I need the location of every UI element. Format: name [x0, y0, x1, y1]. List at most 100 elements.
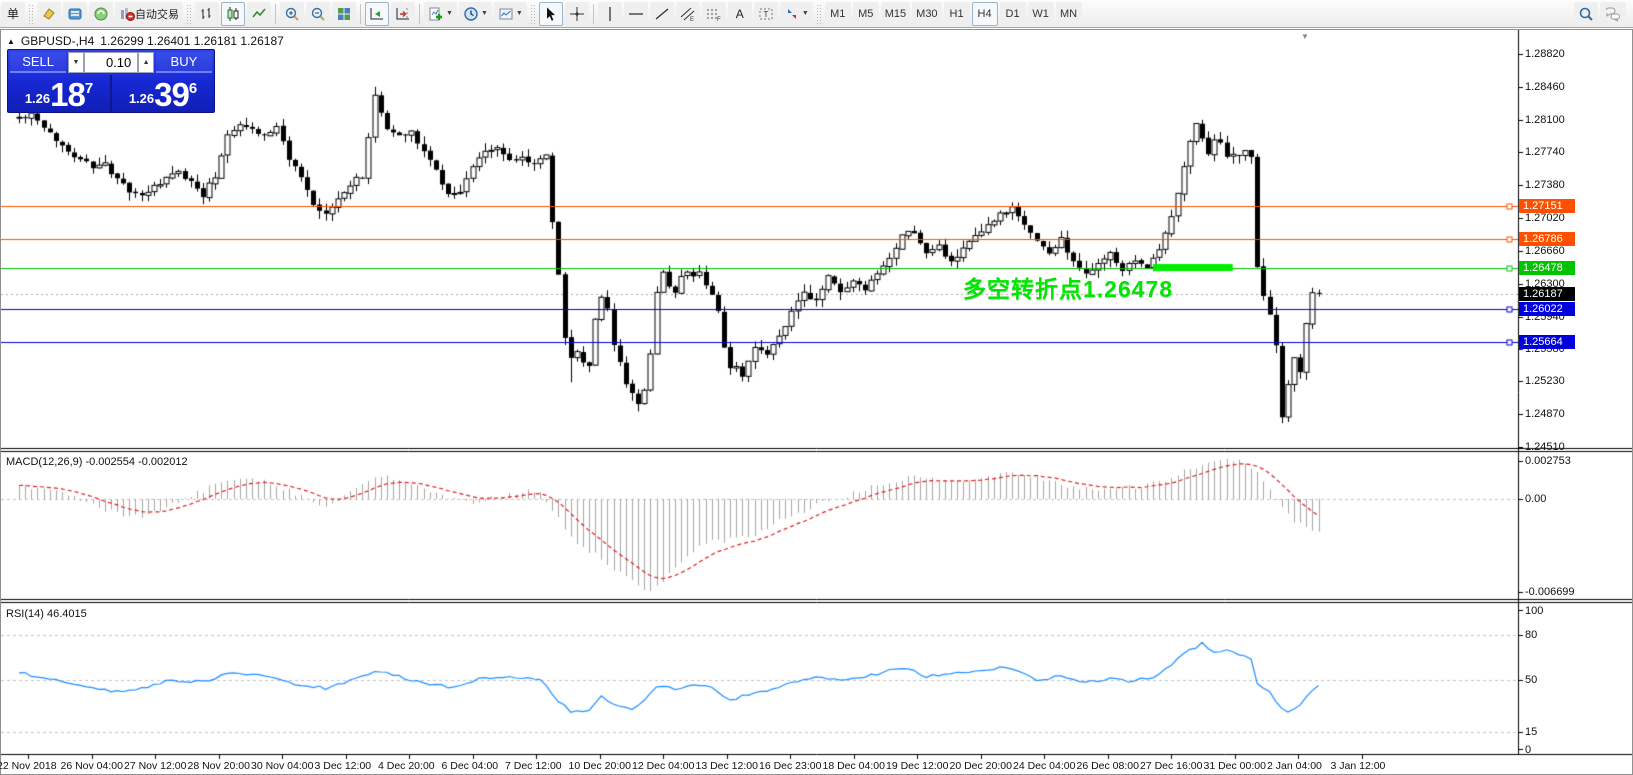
- price-axis-label: 1.24870: [1525, 408, 1565, 421]
- equidistant-channel-tool-button[interactable]: E: [675, 1, 700, 26]
- channel-icon: E: [680, 6, 696, 22]
- sell-price[interactable]: 1.26 18 7: [8, 75, 112, 112]
- price-axis-label: 1.27380: [1525, 179, 1565, 192]
- date-axis-label: 26 Nov 04:00: [60, 760, 123, 772]
- chart-ohlc-values: 1.26299 1.26401 1.26181 1.26187: [100, 34, 284, 48]
- buy-button[interactable]: BUY: [155, 52, 212, 73]
- crosshair-icon: [569, 6, 585, 22]
- date-axis-label: 3 Jan 12:00: [1330, 760, 1386, 772]
- toolbar-grip: [28, 3, 34, 24]
- zoom-out-button[interactable]: [306, 1, 330, 26]
- templates-icon: [498, 6, 514, 22]
- dropdown-arrow-icon: ▼: [801, 10, 809, 17]
- timeframe-button-m15[interactable]: M15: [880, 1, 911, 26]
- price-line-badge: 1.27151: [1519, 199, 1575, 214]
- autotrade-button[interactable]: 自动交易: [115, 1, 183, 26]
- cursor-icon: [543, 6, 559, 22]
- timeframe-button-w1[interactable]: W1: [1027, 1, 1054, 26]
- timeframe-button-h1[interactable]: H1: [943, 1, 970, 26]
- svg-text:T: T: [763, 10, 768, 19]
- price-axis-label: 1.28460: [1525, 80, 1565, 93]
- toolbar-separator: [592, 3, 594, 24]
- scroll-marker-icon[interactable]: ▼: [1301, 32, 1309, 41]
- date-axis-label: 2 Jan 04:00: [1267, 760, 1322, 772]
- crosshair-tool-button[interactable]: [564, 1, 589, 26]
- date-axis-label: 6 Dec 04:00: [441, 760, 499, 772]
- navigator-button[interactable]: [89, 1, 113, 26]
- price-line-badge: 1.26022: [1519, 302, 1575, 317]
- toolbar-grip: [815, 3, 822, 24]
- lot-size-input[interactable]: 0.10: [83, 52, 139, 73]
- bar-chart-button[interactable]: [195, 1, 219, 26]
- toolbar-grip: [529, 3, 536, 24]
- date-axis-label: 27 Nov 12:00: [124, 760, 187, 772]
- dropdown-arrow-icon: ▼: [480, 10, 488, 17]
- dropdown-arrow-icon: ▼: [446, 10, 453, 17]
- line-chart-icon: [251, 6, 267, 22]
- auto-scroll-button[interactable]: [365, 1, 389, 26]
- date-axis-label: 12 Dec 04:00: [632, 760, 695, 772]
- lot-increase-button[interactable]: ▲: [138, 52, 154, 73]
- date-axis-label: 31 Dec 00:00: [1203, 760, 1266, 772]
- date-axis-label: 10 Dec 20:00: [568, 760, 631, 772]
- buy-price[interactable]: 1.26 39 6: [112, 75, 214, 112]
- chat-button[interactable]: [1600, 1, 1626, 26]
- sell-button[interactable]: SELL: [10, 52, 67, 73]
- current-price-badge: 1.26187: [1519, 287, 1575, 302]
- date-axis-label: 30 Nov 04:00: [251, 760, 314, 772]
- timeframe-button-h4[interactable]: H4: [971, 1, 998, 26]
- text-label-tool-button[interactable]: T: [753, 1, 778, 26]
- auto-scroll-icon: [369, 6, 385, 22]
- tile-windows-button[interactable]: [332, 1, 356, 26]
- date-axis-label: 24 Dec 04:00: [1013, 760, 1076, 772]
- chart-canvas[interactable]: [1, 30, 1632, 774]
- timeframe-button-d1[interactable]: D1: [999, 1, 1026, 26]
- timeframe-button-m1[interactable]: M1: [824, 1, 851, 26]
- new-order-button[interactable]: 单: [1, 1, 25, 26]
- data-window-icon: [67, 6, 83, 22]
- rsi-axis-label: 0: [1525, 744, 1532, 756]
- templates-button[interactable]: ▼: [493, 1, 527, 26]
- text-tool-button[interactable]: A: [727, 1, 752, 26]
- timeframe-button-mn[interactable]: MN: [1055, 1, 1082, 26]
- cursor-tool-button[interactable]: [538, 1, 563, 26]
- toolbar-separator: [275, 3, 276, 24]
- rsi-axis-label: 50: [1525, 673, 1538, 686]
- candlestick-chart-button[interactable]: [221, 1, 245, 26]
- date-axis-label: 19 Dec 12:00: [886, 760, 949, 772]
- sell-price-prefix: 1.26: [24, 91, 51, 106]
- vertical-line-tool-button[interactable]: [597, 1, 622, 26]
- trendline-tool-button[interactable]: [649, 1, 674, 26]
- text-label-icon: T: [758, 6, 774, 22]
- price-axis-label: 1.28100: [1525, 113, 1565, 126]
- date-axis-label: 27 Dec 16:00: [1140, 760, 1203, 772]
- search-button[interactable]: [1574, 1, 1598, 26]
- toolbar-separator: [419, 3, 420, 24]
- timeframe-button-m5[interactable]: M5: [852, 1, 879, 26]
- buy-price-prefix: 1.26: [128, 91, 155, 106]
- price-line-badge: 1.26478: [1519, 260, 1575, 275]
- horizontal-line-tool-button[interactable]: [623, 1, 648, 26]
- candlestick-icon: [225, 6, 241, 22]
- fibonacci-tool-button[interactable]: F: [701, 1, 726, 26]
- collapse-panel-icon[interactable]: ▲: [7, 36, 15, 46]
- chat-icon: [1604, 6, 1622, 22]
- chart-shift-button[interactable]: [391, 1, 415, 26]
- chart-window: ▲ GBPUSD-,H4 1.26299 1.26401 1.26181 1.2…: [0, 29, 1633, 775]
- zoom-in-button[interactable]: [280, 1, 304, 26]
- indicators-button[interactable]: ▼: [424, 1, 457, 26]
- fibonacci-icon: F: [706, 6, 722, 22]
- arrows-tool-button[interactable]: ▼: [779, 1, 813, 26]
- periods-button[interactable]: ▼: [458, 1, 492, 26]
- date-axis-label: 28 Nov 20:00: [187, 760, 250, 772]
- timeframe-button-m30[interactable]: M30: [912, 1, 942, 26]
- lot-decrease-button[interactable]: ▼: [68, 52, 84, 73]
- price-axis-label: 1.28820: [1525, 47, 1565, 60]
- market-watch-button[interactable]: [37, 1, 61, 26]
- toolbar-separator: [360, 3, 361, 24]
- price-axis-label: 1.27020: [1525, 212, 1565, 225]
- line-chart-button[interactable]: [247, 1, 271, 26]
- autotrade-icon: [119, 6, 135, 22]
- bar-chart-icon: [199, 6, 215, 22]
- data-window-button[interactable]: [63, 1, 87, 26]
